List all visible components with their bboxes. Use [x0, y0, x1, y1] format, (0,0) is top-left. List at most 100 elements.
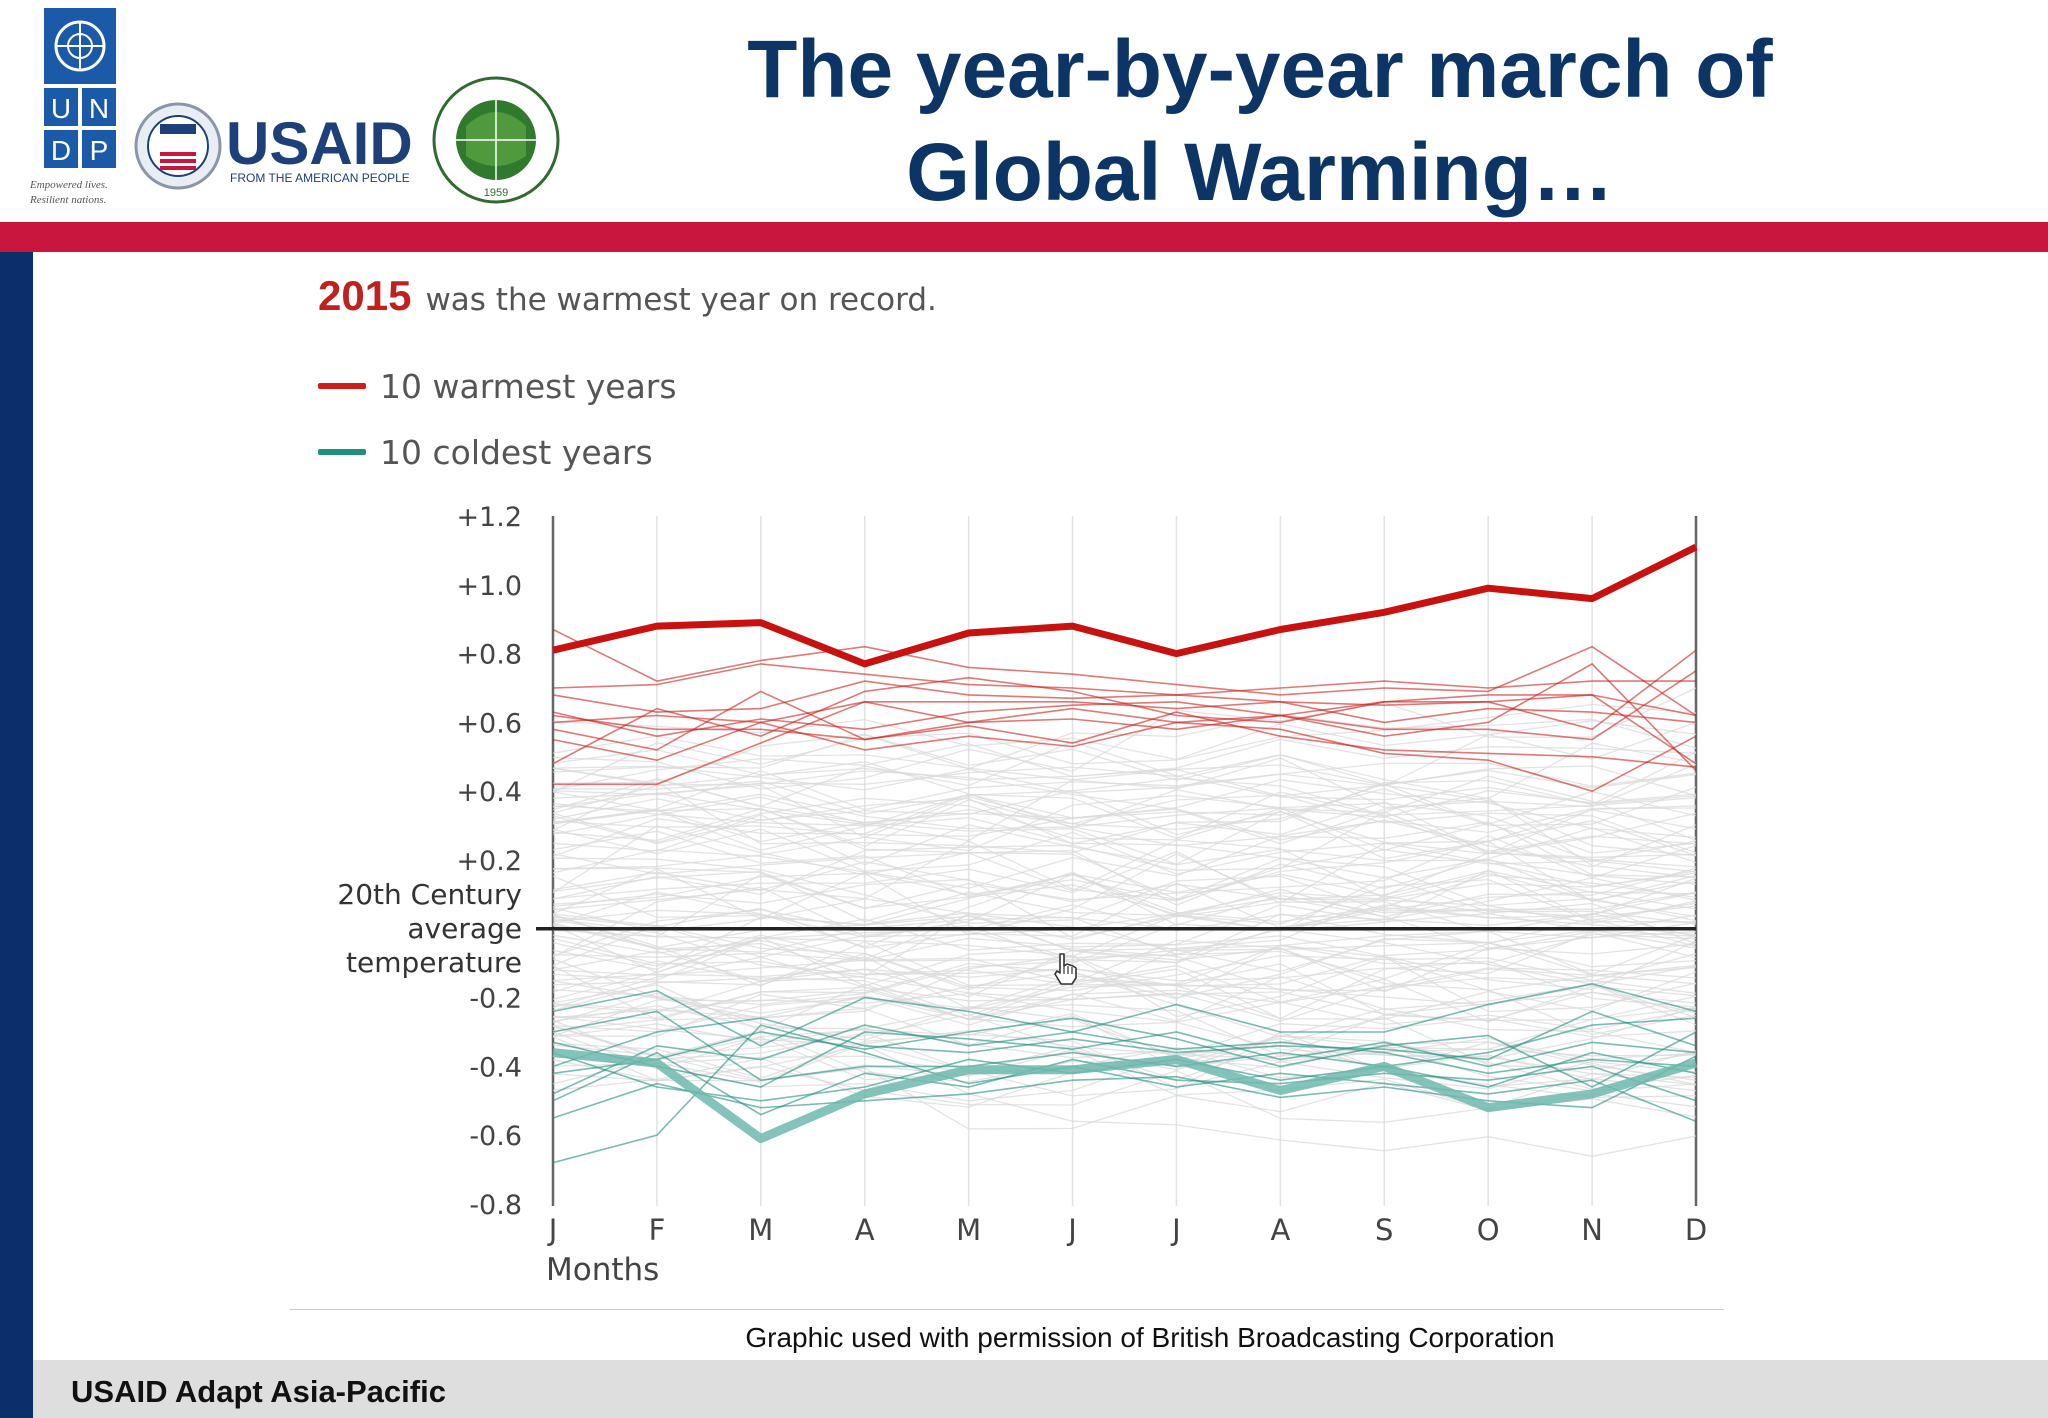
coldest-year-line — [552, 1024, 1697, 1164]
credit-divider — [290, 1309, 1724, 1310]
undp-logo: U N D P Empowered lives. Resilient natio… — [30, 8, 116, 206]
warmest-year-line — [552, 649, 1697, 765]
other-year-line — [552, 995, 1697, 1060]
x-tick-label: S — [1375, 1213, 1393, 1247]
other-year-line — [552, 971, 1697, 1054]
other-year-line — [552, 913, 1697, 1020]
legend-swatch-warmest — [318, 383, 366, 389]
other-year-line — [552, 749, 1697, 797]
slide-content — [33, 252, 2048, 1360]
other-year-line — [552, 791, 1697, 924]
image-credit: Graphic used with permission of British … — [745, 1322, 1555, 1353]
warmest-highlight-line — [552, 543, 1698, 668]
other-year-line — [552, 930, 1697, 1006]
header-red-band — [0, 222, 2048, 252]
other-year-line — [552, 935, 1697, 991]
warmest-year-line — [553, 670, 1697, 786]
baseline-label: average — [407, 912, 522, 945]
x-axis-title: Months — [546, 1252, 659, 1288]
usaid-wordmark: USAID — [226, 110, 413, 177]
undp-n: N — [89, 93, 109, 124]
other-year-line — [552, 914, 1697, 992]
slide-header: U N D P Empowered lives. Resilient natio… — [0, 0, 2048, 222]
other-year-line — [552, 867, 1697, 932]
headline-text: was the warmest year on record. — [425, 282, 937, 318]
other-year-line — [552, 1015, 1697, 1097]
ait-year: 1959 — [484, 187, 508, 199]
other-year-line — [552, 793, 1697, 878]
other-year-line — [552, 740, 1697, 811]
other-year-line — [552, 839, 1697, 902]
coldest-year-line — [552, 1010, 1697, 1082]
other-year-line — [552, 807, 1697, 918]
coldest-year-line — [552, 1031, 1697, 1088]
y-tick-label: +0.8 — [456, 640, 522, 671]
other-year-line — [552, 873, 1697, 926]
other-year-line — [552, 791, 1697, 858]
other-year-line — [552, 794, 1697, 870]
y-tick-label: -0.6 — [469, 1121, 522, 1152]
other-year-line — [552, 870, 1697, 932]
x-tick-label: N — [1581, 1213, 1603, 1247]
hand-cursor-icon — [1054, 953, 1077, 985]
other-year-line — [552, 986, 1697, 1032]
partner-logos: U N D P Empowered lives. Resilient natio… — [30, 8, 560, 206]
coldest-year-line — [552, 982, 1697, 1047]
other-year-line — [552, 762, 1697, 794]
legend-label-warmest: 10 warmest years — [380, 366, 677, 406]
footer-band: USAID Adapt Asia-Pacific — [33, 1360, 2048, 1418]
warmest-year-line — [552, 662, 1697, 772]
other-year-line — [552, 784, 1697, 854]
other-year-line — [552, 891, 1697, 970]
other-year-line — [552, 912, 1697, 985]
other-year-line — [552, 840, 1697, 933]
other-year-line — [552, 799, 1697, 873]
headline-year: 2015 — [318, 272, 412, 319]
legend-item-warmest: 10 warmest years — [318, 366, 677, 406]
undp-d: D — [51, 135, 71, 166]
y-tick-label: -0.8 — [469, 1190, 522, 1221]
baseline-label: 20th Century — [337, 878, 522, 911]
other-year-line — [552, 868, 1697, 932]
other-year-line — [552, 953, 1697, 1018]
left-navy-band — [0, 252, 33, 1418]
y-tick-label: +0.6 — [456, 708, 522, 739]
footer-label: USAID Adapt Asia-Pacific — [71, 1374, 446, 1409]
other-year-line — [552, 797, 1697, 858]
undp-p: P — [90, 135, 109, 166]
other-year-line — [552, 777, 1697, 845]
x-tick-label: O — [1477, 1213, 1500, 1247]
warmest-year-line — [552, 700, 1697, 724]
slide-title-line-2: Global Warming… — [906, 127, 1614, 218]
other-year-line — [552, 853, 1697, 958]
chart-headline: 2015 was the warmest year on record. — [318, 272, 937, 320]
undp-tagline-2: Resilient nations. — [30, 194, 106, 206]
x-tick-label: J — [1170, 1213, 1181, 1247]
x-tick-label: J — [547, 1213, 558, 1247]
x-tick-label: J — [1066, 1213, 1077, 1247]
x-tick-label: A — [855, 1213, 875, 1247]
other-year-line — [552, 857, 1697, 925]
x-tick-label: M — [748, 1213, 773, 1247]
undp-u: U — [51, 93, 71, 124]
y-tick-label: +0.2 — [456, 846, 522, 877]
legend-swatch-coldest — [318, 449, 366, 455]
baseline-label: temperature — [346, 946, 522, 979]
other-year-line — [552, 904, 1697, 964]
other-year-line — [552, 1019, 1697, 1083]
x-tick-label: D — [1685, 1213, 1707, 1247]
other-year-line — [552, 775, 1697, 844]
warmest-year-line — [552, 711, 1697, 768]
legend-label-coldest: 10 coldest years — [380, 432, 653, 472]
warmest-year-line — [552, 680, 1697, 717]
ait-logo: 1959 — [432, 76, 560, 204]
y-tick-label: +1.2 — [456, 502, 522, 533]
slide-title: The year-by-year march of Global Warming… — [650, 18, 1870, 224]
coldest-year-line — [552, 1051, 1697, 1116]
coldest-highlight-line — [552, 1048, 1698, 1144]
other-year-line — [552, 808, 1697, 866]
x-tick-label: F — [649, 1213, 666, 1247]
x-tick-label: A — [1270, 1213, 1290, 1247]
warmest-year-line — [552, 628, 1697, 717]
